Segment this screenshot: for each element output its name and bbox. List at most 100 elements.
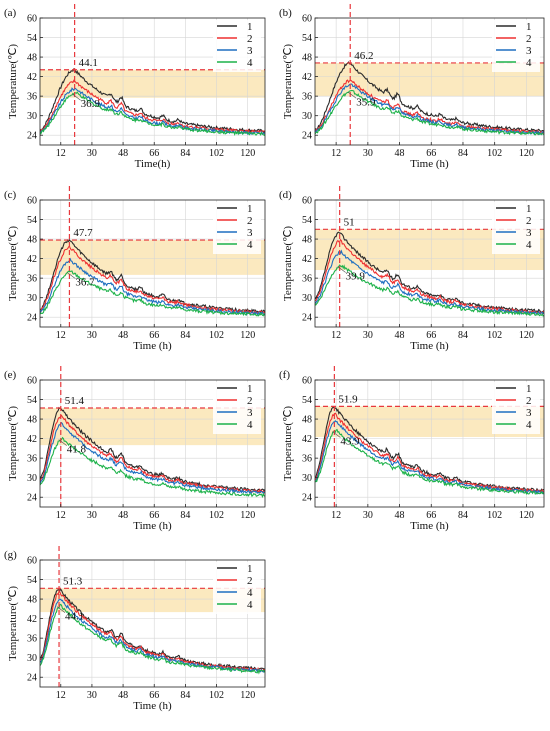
series-line-4 xyxy=(40,603,265,675)
y-tick-label: 42 xyxy=(302,254,312,265)
x-tick-label: 12 xyxy=(56,690,66,701)
x-tick-label: 30 xyxy=(363,330,373,341)
low-label-leader xyxy=(337,266,346,273)
legend-box xyxy=(213,382,261,434)
y-tick-label: 42 xyxy=(27,254,37,265)
x-tick-label: 12 xyxy=(331,510,341,521)
y-tick-label: 48 xyxy=(27,53,37,64)
low-label-leader xyxy=(332,431,341,438)
legend-entry: 2 xyxy=(247,395,253,407)
y-axis-label: Temperature(℃) xyxy=(282,44,294,119)
y-tick-label: 54 xyxy=(302,215,312,226)
legend-entry: 3 xyxy=(247,407,253,419)
legend-entry: 1 xyxy=(247,563,253,575)
legend-entry: 4 xyxy=(247,239,253,251)
x-tick-label: 48 xyxy=(118,330,128,341)
series-line-1 xyxy=(40,238,265,314)
y-axis-label: Temperature(℃) xyxy=(7,226,19,301)
x-tick-label: 84 xyxy=(458,148,468,159)
x-tick-label: 12 xyxy=(56,510,66,521)
series-line-2 xyxy=(40,79,265,135)
x-tick-label: 30 xyxy=(363,510,373,521)
x-tick-label: 12 xyxy=(56,148,66,159)
y-tick-label: 42 xyxy=(27,434,37,445)
axes-frame xyxy=(39,379,266,508)
axes-frame xyxy=(314,17,545,146)
chart-panel: 46.235.912 30 48 66 84 102 12024303642485460Ti… xyxy=(279,4,545,170)
y-tick-label: 54 xyxy=(27,33,37,44)
x-axis-label: Time (h) xyxy=(410,340,449,352)
series-line-3 xyxy=(40,422,265,495)
y-tick-label: 30 xyxy=(302,111,312,122)
y-tick-label: 36 xyxy=(302,454,312,465)
legend-entry: 2 xyxy=(526,215,532,227)
x-tick-label: 84 xyxy=(180,148,190,159)
legend-entry: 4 xyxy=(247,599,253,611)
x-tick-label: 120 xyxy=(240,330,255,341)
y-tick-label: 48 xyxy=(27,595,37,606)
x-axis-label: Time (h) xyxy=(133,520,172,532)
legend-entry: 4 xyxy=(526,419,532,431)
y-tick-label: 30 xyxy=(27,293,37,304)
y-axis-label: Temperature(℃) xyxy=(282,406,294,481)
x-tick-label: 120 xyxy=(240,148,255,159)
legend-entry: 1 xyxy=(526,203,532,215)
x-tick-label: 66 xyxy=(149,148,159,159)
legend-entry: 3 xyxy=(526,407,532,419)
x-tick-label: 66 xyxy=(149,330,159,341)
y-tick-label: 30 xyxy=(27,653,37,664)
y-tick-label: 24 xyxy=(27,131,37,142)
peak-label: 51.9 xyxy=(338,393,358,405)
y-tick-label: 30 xyxy=(302,293,312,304)
peak-label: 51.3 xyxy=(63,575,83,587)
chart-panel: 44.136.912 30 48 66 84 102 12024303642485460Ti… xyxy=(4,4,266,170)
x-tick-label: 120 xyxy=(519,148,534,159)
temperature-band xyxy=(40,588,265,613)
x-tick-label: 48 xyxy=(118,510,128,521)
series-line-3 xyxy=(315,83,544,136)
y-tick-label: 24 xyxy=(27,313,37,324)
peak-label: 46.2 xyxy=(354,50,373,62)
legend-entry: 3 xyxy=(526,45,532,57)
legend-entry: 3 xyxy=(526,227,532,239)
chart-panel: 51.441.812 30 48 66 84 102 12024303642485460Ti… xyxy=(4,366,266,532)
y-tick-label: 36 xyxy=(27,92,37,103)
axes-frame xyxy=(314,379,545,508)
series-line-3 xyxy=(315,420,544,495)
y-tick-label: 30 xyxy=(302,473,312,484)
x-tick-label: 120 xyxy=(519,330,534,341)
y-tick-label: 60 xyxy=(27,376,37,387)
panel-label: (f) xyxy=(279,369,290,381)
y-tick-label: 24 xyxy=(302,493,312,504)
x-tick-label: 48 xyxy=(395,510,405,521)
series-line-4 xyxy=(315,89,544,136)
x-tick-label: 12 xyxy=(56,330,66,341)
y-tick-label: 24 xyxy=(27,673,37,684)
legend-entry: 2 xyxy=(247,575,253,587)
y-tick-label: 36 xyxy=(27,454,37,465)
series-group xyxy=(40,238,265,317)
y-tick-label: 60 xyxy=(302,196,312,207)
y-tick-label: 42 xyxy=(27,614,37,625)
series-line-1 xyxy=(315,61,544,133)
y-tick-label: 42 xyxy=(27,72,37,83)
panel-label: (b) xyxy=(279,7,292,19)
legend-entry: 2 xyxy=(247,33,253,45)
axes-frame xyxy=(314,199,545,328)
y-tick-label: 48 xyxy=(302,235,312,246)
x-axis-label: Time (h) xyxy=(133,340,172,352)
y-tick-label: 54 xyxy=(302,395,312,406)
series-line-1 xyxy=(40,406,265,492)
y-tick-label: 24 xyxy=(27,493,37,504)
x-tick-label: 30 xyxy=(363,148,373,159)
y-tick-label: 60 xyxy=(27,556,37,567)
low-label: 35.9 xyxy=(356,96,376,108)
y-tick-label: 48 xyxy=(302,415,312,426)
panel-label: (a) xyxy=(4,7,17,19)
y-tick-label: 36 xyxy=(302,92,312,103)
x-tick-label: 102 xyxy=(487,330,502,341)
low-label: 44.1 xyxy=(65,611,84,623)
